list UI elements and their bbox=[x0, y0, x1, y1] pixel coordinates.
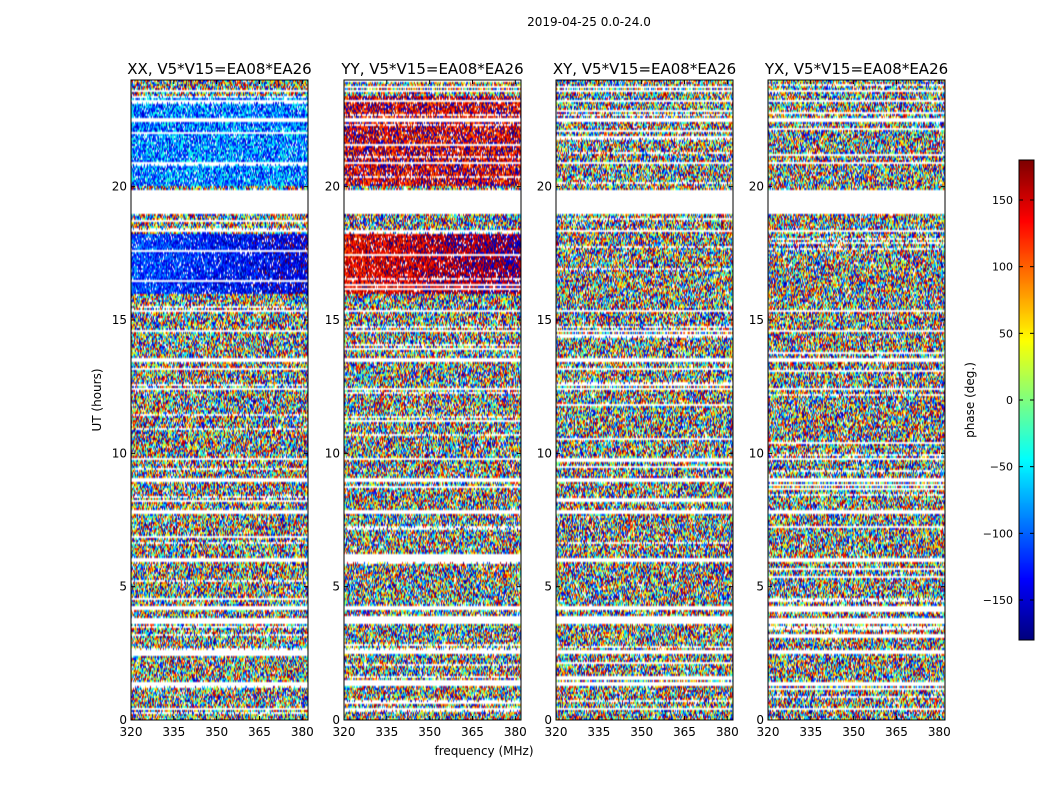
y-axis-label: UT (hours) bbox=[90, 368, 104, 431]
y-tick-label: 20 bbox=[749, 180, 764, 194]
colorbar-tick-label: −150 bbox=[983, 594, 1013, 607]
y-tick-label: 15 bbox=[112, 313, 127, 327]
y-tick-label: 20 bbox=[112, 180, 127, 194]
y-tick-label: 10 bbox=[537, 446, 552, 460]
colorbar-label: phase (deg.) bbox=[963, 362, 977, 438]
y-tick-label: 20 bbox=[537, 180, 552, 194]
y-tick-label: 15 bbox=[537, 313, 552, 327]
colorbar-tick-label: 150 bbox=[992, 194, 1013, 207]
panel-xx: XX, V5*V15=EA08*EA26 320 335 350 365 380 0 5 10 1… bbox=[112, 60, 314, 739]
colorbar-tick-label: −50 bbox=[990, 461, 1013, 474]
x-tick-label: 320 bbox=[757, 725, 780, 739]
panel-xy: XY, V5*V15=EA08*EA26 320 335 350 365 380 0 5 10 1… bbox=[537, 60, 739, 739]
x-axis-label: frequency (MHz) bbox=[434, 744, 533, 758]
x-tick-label: 365 bbox=[673, 725, 696, 739]
x-tick-label: 335 bbox=[375, 725, 398, 739]
y-tick-label: 20 bbox=[325, 180, 340, 194]
y-tick-label: 15 bbox=[749, 313, 764, 327]
figure-suptitle: 2019-04-25 0.0-24.0 bbox=[527, 15, 651, 29]
x-tick-label: 350 bbox=[205, 725, 228, 739]
x-tick-label: 365 bbox=[461, 725, 484, 739]
heatmap-image-yx bbox=[768, 80, 945, 720]
x-tick-label: 380 bbox=[291, 725, 314, 739]
heatmap-panels: XX, V5*V15=EA08*EA26 320 335 350 365 380 0 5 10 1… bbox=[112, 60, 951, 739]
panel-title: XX, V5*V15=EA08*EA26 bbox=[127, 60, 311, 78]
colorbar-tick-label: 50 bbox=[999, 327, 1013, 340]
panel-title: YX, V5*V15=EA08*EA26 bbox=[764, 60, 948, 78]
x-tick-label: 335 bbox=[162, 725, 185, 739]
x-tick-label: 320 bbox=[545, 725, 568, 739]
y-tick-label: 10 bbox=[749, 446, 764, 460]
x-tick-label: 320 bbox=[333, 725, 356, 739]
y-tick-label: 5 bbox=[544, 580, 552, 594]
x-tick-label: 320 bbox=[120, 725, 143, 739]
panel-frame bbox=[767, 79, 946, 721]
y-tick-label: 0 bbox=[756, 713, 764, 727]
colorbar-tick-label: 100 bbox=[992, 261, 1013, 274]
y-tick-label: 0 bbox=[119, 713, 127, 727]
x-tick-label: 380 bbox=[716, 725, 739, 739]
panel-frame bbox=[130, 79, 309, 721]
x-tick-label: 365 bbox=[248, 725, 271, 739]
x-tick-label: 350 bbox=[842, 725, 865, 739]
y-tick-label: 5 bbox=[119, 580, 127, 594]
x-tick-label: 335 bbox=[799, 725, 822, 739]
x-tick-label: 335 bbox=[587, 725, 610, 739]
y-tick-label: 5 bbox=[756, 580, 764, 594]
y-tick-label: 15 bbox=[325, 313, 340, 327]
colorbar-gradient bbox=[1019, 160, 1034, 640]
x-tick-label: 380 bbox=[928, 725, 951, 739]
heatmap-image-yy bbox=[344, 80, 521, 720]
colorbar: −150 −100 −50 0 50 100 150 bbox=[983, 159, 1035, 641]
heatmap-image-xy bbox=[556, 80, 733, 720]
x-tick-label: 350 bbox=[630, 725, 653, 739]
colorbar-tick-label: −100 bbox=[983, 527, 1013, 540]
x-tick-label: 365 bbox=[885, 725, 908, 739]
y-tick-label: 0 bbox=[332, 713, 340, 727]
y-tick-label: 10 bbox=[112, 446, 127, 460]
panel-title: XY, V5*V15=EA08*EA26 bbox=[553, 60, 736, 78]
panel-frame bbox=[343, 79, 522, 721]
y-tick-label: 0 bbox=[544, 713, 552, 727]
y-tick-label: 10 bbox=[325, 446, 340, 460]
y-tick-label: 5 bbox=[332, 580, 340, 594]
colorbar-tick-label: 0 bbox=[1006, 394, 1013, 407]
x-tick-label: 350 bbox=[418, 725, 441, 739]
panel-frame bbox=[555, 79, 734, 721]
x-tick-label: 380 bbox=[504, 725, 527, 739]
panel-yy: YY, V5*V15=EA08*EA26 320 335 350 365 380 0 5 10 1… bbox=[325, 60, 527, 739]
panel-title: YY, V5*V15=EA08*EA26 bbox=[340, 60, 523, 78]
panel-yx: YX, V5*V15=EA08*EA26 320 335 350 365 380 0 5 10 1… bbox=[749, 60, 951, 739]
heatmap-image-xx bbox=[131, 80, 308, 720]
